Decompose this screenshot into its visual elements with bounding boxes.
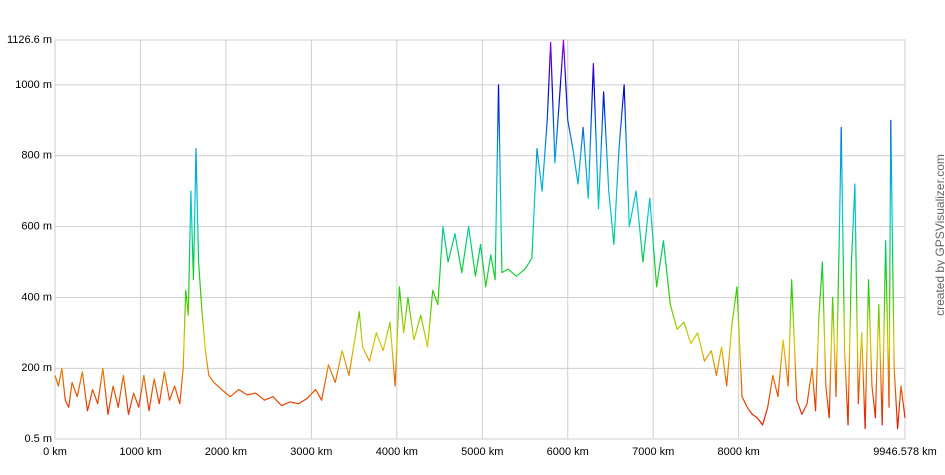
x-tick-label: 8000 km bbox=[718, 446, 760, 458]
y-tick-label: 400 m bbox=[21, 291, 52, 303]
x-tick-label: 4000 km bbox=[376, 446, 418, 458]
x-tick-label: 7000 km bbox=[632, 446, 674, 458]
y-tick-label: 200 m bbox=[21, 362, 52, 374]
y-tick-label: 800 m bbox=[21, 150, 52, 162]
y-tick-label: 1126.6 m bbox=[7, 34, 52, 46]
credit: created by GPSVisualizer.com bbox=[933, 154, 945, 316]
x-tick-label: 5000 km bbox=[461, 446, 503, 458]
x-tick-label: 9946.578 km bbox=[873, 446, 937, 458]
plot-area bbox=[54, 39, 906, 430]
y-tick-label: 0.5 m bbox=[24, 433, 52, 445]
x-tick-label: 2000 km bbox=[205, 446, 247, 458]
y-tick-label: 600 m bbox=[21, 220, 52, 232]
x-tick-label: 1000 km bbox=[119, 446, 161, 458]
x-tick-label: 0 km bbox=[43, 446, 67, 458]
elevation-line bbox=[54, 39, 906, 430]
y-tick-label: 1000 m bbox=[15, 79, 52, 91]
x-tick-label: 6000 km bbox=[547, 446, 589, 458]
x-tick-label: 3000 km bbox=[290, 446, 332, 458]
